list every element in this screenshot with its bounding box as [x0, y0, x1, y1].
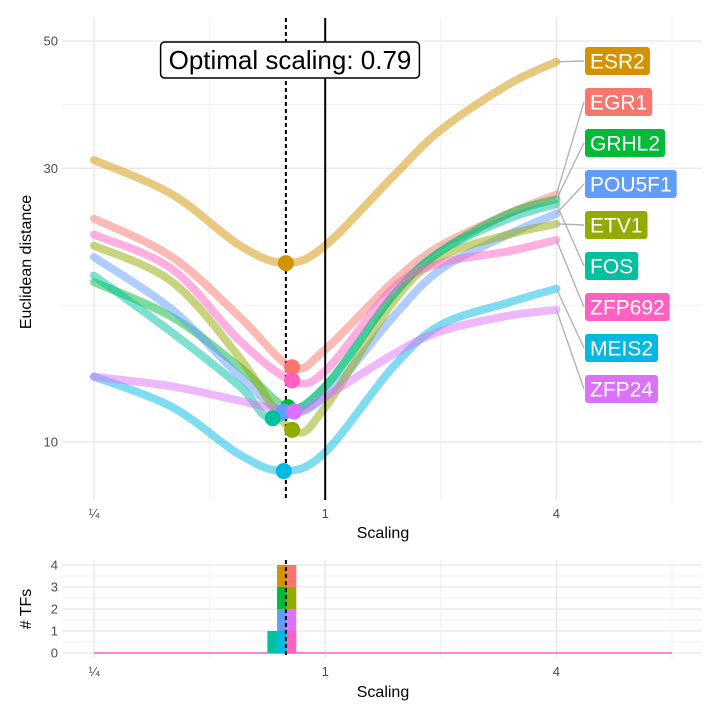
min-point-meis2: [275, 463, 292, 480]
hist-y-tick-label: 3: [51, 580, 58, 595]
label-box-zfp24: [585, 375, 658, 403]
hist-bar-esr2: [277, 565, 287, 587]
label-text-pou5f1: POU5F1: [590, 174, 672, 197]
label-connector-zfp24: [555, 309, 585, 390]
histogram-x-axis-title: Scaling: [357, 684, 409, 701]
hist-bar-egr1: [286, 565, 297, 587]
label-text-zfp24: ZFP24: [590, 379, 653, 402]
label-box-zfp692: [585, 293, 670, 321]
min-point-egr1: [284, 359, 301, 376]
label-text-zfp692: ZFP692: [590, 297, 665, 320]
hist-y-tick-label: 2: [51, 602, 58, 617]
label-box-grhl2: [585, 129, 665, 157]
hist-bar-fos: [267, 631, 278, 653]
main-x-tick-label: 4: [553, 506, 560, 521]
main-y-axis-title: Euclidean distance: [18, 195, 35, 329]
min-point-zfp692: [284, 372, 301, 389]
histogram-gridlines: [62, 560, 702, 658]
label-text-grhl2: GRHL2: [590, 133, 660, 156]
histogram-tick-labels: 0 1 2 3 4 ¼ 1 4: [51, 558, 560, 680]
main-y-tick-label: 50: [44, 34, 58, 49]
histogram-bars: [94, 565, 672, 654]
label-box-meis2: [585, 334, 658, 362]
label-connector-fos: [555, 203, 585, 267]
hist-bar-etv1: [286, 587, 297, 609]
label-connector-egr1: [555, 101, 585, 195]
main-y-tick-label: 30: [44, 161, 58, 176]
main-y-tick-label: 10: [44, 435, 58, 450]
label-text-egr1: EGR1: [590, 92, 647, 115]
label-text-esr2: ESR2: [590, 51, 645, 74]
min-point-esr2: [277, 255, 294, 272]
main-tick-labels: 10 30 50 ¼ 1 4: [44, 34, 560, 522]
label-connector-pou5f1: [555, 183, 585, 215]
hist-y-tick-label: 4: [51, 558, 58, 573]
main-series-labels: ESR2 EGR1 GRHL2 POU5F1 ETV1 FOS ZFP692 MEIS2 ZFP…: [555, 47, 677, 403]
min-point-fos: [264, 410, 281, 427]
hist-x-tick-label: ¼: [89, 664, 100, 679]
histogram-y-axis-title: # TFs: [18, 589, 35, 630]
label-connector-meis2: [555, 288, 585, 349]
hist-bar-zfp692: [286, 631, 297, 653]
label-box-egr1: [585, 88, 653, 116]
hist-y-tick-label: 1: [51, 624, 58, 639]
label-box-pou5f1: [585, 170, 677, 198]
hist-y-tick-label: 0: [51, 646, 58, 661]
label-connector-zfp692: [555, 239, 585, 308]
label-text-etv1: ETV1: [590, 215, 643, 238]
label-connector-esr2: [556, 60, 585, 63]
label-connector-etv1: [556, 223, 585, 226]
label-box-etv1: [585, 211, 648, 239]
hist-x-tick-label: 1: [322, 664, 329, 679]
hist-bar-pou5f1: [277, 609, 287, 631]
label-box-fos: [585, 252, 639, 280]
hist-bar-grhl2: [277, 587, 287, 609]
label-text-meis2: MEIS2: [590, 338, 653, 361]
optimal-scaling-annotation: Optimal scaling: 0.79: [159, 41, 421, 79]
min-point-etv1: [284, 421, 301, 438]
main-x-tick-label: ¼: [89, 506, 100, 521]
label-connector-grhl2: [555, 142, 585, 200]
main-x-tick-label: 1: [322, 506, 329, 521]
label-box-esr2: [585, 47, 650, 75]
hist-bar-zfp24: [286, 609, 297, 631]
annotation-box: [159, 41, 421, 79]
hist-x-tick-label: 4: [553, 664, 560, 679]
main-minimum-points: [264, 255, 303, 480]
min-point-zfp24: [286, 403, 303, 420]
hist-bar-meis2: [277, 631, 287, 653]
label-text-fos: FOS: [590, 256, 633, 279]
annotation-text: Optimal scaling: 0.79: [169, 45, 412, 75]
main-x-axis-title: Scaling: [357, 525, 409, 542]
